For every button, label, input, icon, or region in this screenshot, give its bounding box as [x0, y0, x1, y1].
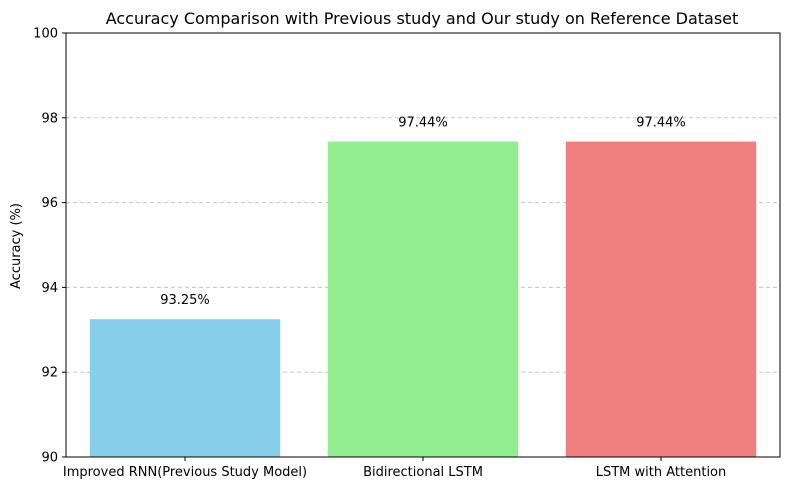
y-axis-ticks: 90 92 94 96 98 100: [33, 27, 66, 466]
y-tick-label: 96: [41, 196, 58, 211]
x-axis-ticks: Improved RNN(Previous Study Model) Bidire…: [63, 457, 726, 480]
data-labels: 93.25% 97.44% 97.44%: [160, 116, 686, 309]
data-label: 93.25%: [160, 293, 210, 308]
y-tick-label: 94: [41, 281, 58, 296]
x-tick-label: Bidirectional LSTM: [363, 465, 483, 480]
y-tick-label: 92: [41, 366, 58, 381]
bars: [89, 141, 757, 457]
data-label: 97.44%: [398, 116, 448, 131]
y-tick-label: 98: [41, 111, 58, 126]
bar: [327, 141, 519, 457]
data-label: 97.44%: [636, 116, 686, 131]
y-tick-label: 90: [41, 451, 58, 466]
y-axis-label: Accuracy (%): [9, 203, 24, 289]
bar: [565, 141, 757, 457]
bar: [89, 319, 281, 457]
chart-title: Accuracy Comparison with Previous study …: [106, 9, 739, 28]
x-tick-label: Improved RNN(Previous Study Model): [63, 465, 307, 480]
y-tick-label: 100: [33, 27, 58, 42]
x-tick-label: LSTM with Attention: [596, 465, 727, 480]
